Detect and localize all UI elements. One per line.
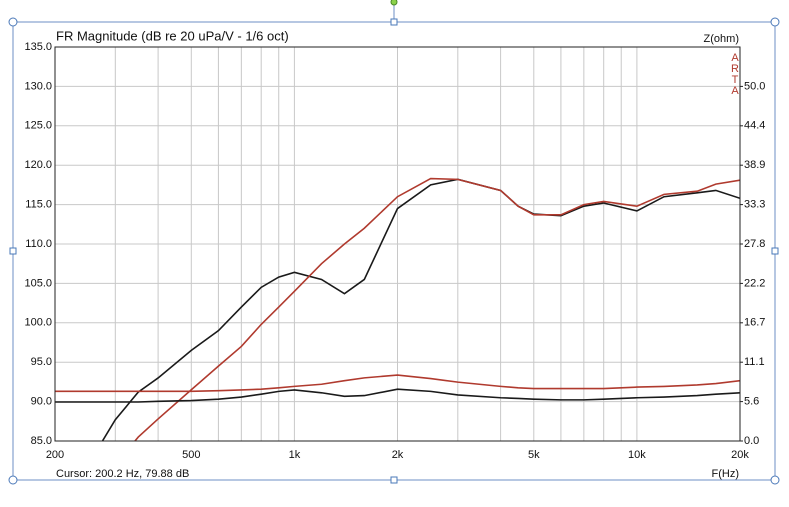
y2-tick-label: 5.6 <box>744 396 759 408</box>
y2-tick-label: 11.1 <box>744 356 765 368</box>
resize-handle[interactable] <box>770 475 780 485</box>
y2-tick-label: 27.8 <box>744 238 765 250</box>
y2-tick-label: 44.4 <box>744 120 765 132</box>
y2-axis-label: Z(ohm) <box>704 33 739 45</box>
resize-handle[interactable] <box>771 247 779 255</box>
rotate-handle[interactable] <box>390 0 398 6</box>
y2-tick-label: 50.0 <box>744 80 765 92</box>
y-tick-label: 105.0 <box>24 277 52 289</box>
y2-tick-label: 22.2 <box>744 277 765 289</box>
y-tick-label: 120.0 <box>24 159 52 171</box>
x-tick-label: 5k <box>528 449 540 461</box>
resize-handle[interactable] <box>8 17 18 27</box>
resize-handle[interactable] <box>390 476 398 484</box>
x-tick-label: 20k <box>731 449 749 461</box>
y-tick-label: 110.0 <box>25 238 52 250</box>
y2-tick-label: 33.3 <box>744 199 765 211</box>
resize-handle[interactable] <box>390 18 398 26</box>
y-tick-label: 115.0 <box>25 199 52 211</box>
x-tick-label: 1k <box>289 449 301 461</box>
x-tick-label: 200 <box>46 449 64 461</box>
x-tick-label: 10k <box>628 449 646 461</box>
y-tick-label: 90.0 <box>31 396 52 408</box>
x-axis-label: F(Hz) <box>712 468 740 480</box>
series-line <box>55 374 740 393</box>
y-tick-label: 100.0 <box>24 317 52 329</box>
resize-handle[interactable] <box>8 475 18 485</box>
cursor-readout: Cursor: 200.2 Hz, 79.88 dB <box>56 468 189 480</box>
y-tick-label: 95.0 <box>31 356 52 368</box>
y2-tick-label: 16.7 <box>744 317 765 329</box>
y-tick-label: 85.0 <box>31 435 52 447</box>
x-tick-label: 500 <box>182 449 200 461</box>
y-tick-label: 135.0 <box>24 41 52 53</box>
series-line <box>55 388 740 403</box>
selection-frame <box>12 21 776 481</box>
watermark: ARTA <box>729 52 741 96</box>
series-line <box>133 177 740 441</box>
resize-handle[interactable] <box>9 247 17 255</box>
y-tick-label: 125.0 <box>24 120 52 132</box>
y2-tick-label: 0.0 <box>744 435 759 447</box>
y2-tick-label: 38.9 <box>744 159 765 171</box>
resize-handle[interactable] <box>770 17 780 27</box>
chart-title: FR Magnitude (dB re 20 uPa/V - 1/6 oct) <box>56 28 289 43</box>
y-tick-label: 130.0 <box>24 80 52 92</box>
series-line <box>101 178 740 441</box>
x-tick-label: 2k <box>392 449 404 461</box>
